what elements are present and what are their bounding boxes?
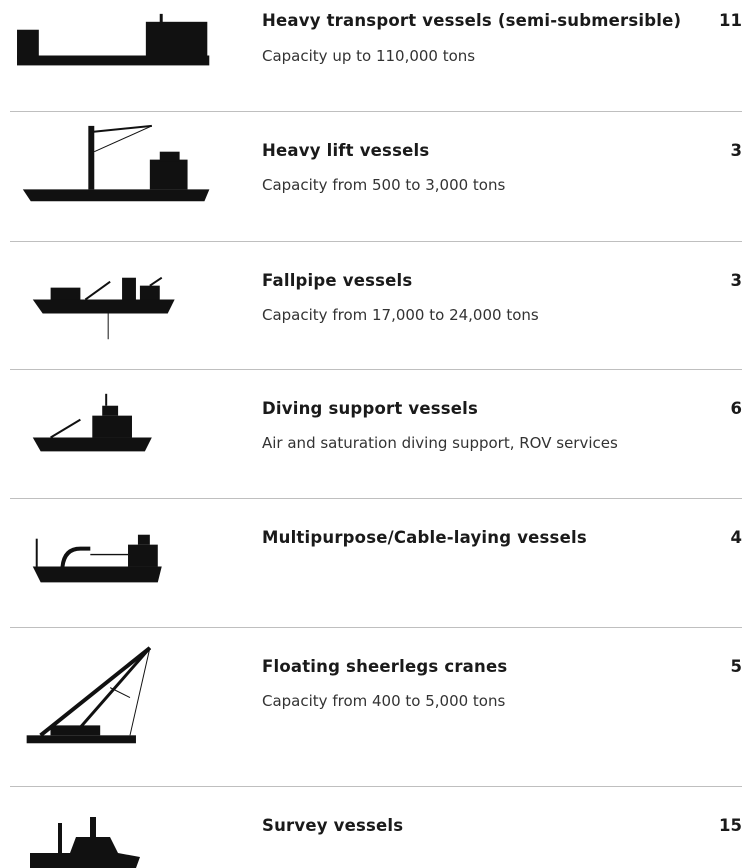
vessel-row: Fallpipe vessels 3 Capacity from 17,000 … — [10, 242, 742, 370]
vessel-count: 5 — [730, 657, 742, 676]
vessel-count: 4 — [730, 528, 742, 547]
ship-icon — [22, 124, 210, 202]
vessel-title: Floating sheerlegs cranes — [262, 657, 508, 676]
ship-icon — [17, 13, 210, 66]
vessel-row: Diving support vessels 6 Air and saturat… — [10, 370, 742, 499]
vessel-title: Fallpipe vessels — [262, 271, 413, 290]
vessel-title: Heavy lift vessels — [262, 141, 430, 160]
vessel-title: Multipurpose/Cable-laying vessels — [262, 528, 587, 547]
vessel-title: Diving support vessels — [262, 399, 479, 418]
vessel-description: Air and saturation diving support, ROV s… — [262, 434, 618, 452]
vessel-count: 6 — [730, 399, 742, 418]
vessel-row: Multipurpose/Cable-laying vessels 4 — [10, 499, 742, 628]
vessel-description: Capacity from 400 to 5,000 tons — [262, 692, 506, 710]
vessel-count: 3 — [730, 271, 742, 290]
vessel-count: 15 — [719, 816, 742, 835]
ship-icon — [26, 646, 152, 744]
vessel-description: Capacity from 17,000 to 24,000 tons — [262, 306, 539, 324]
vessel-count: 11 — [719, 11, 742, 30]
vessel-description: Capacity up to 110,000 tons — [262, 47, 476, 65]
vessel-row: Survey vessels 15 — [10, 787, 742, 868]
vessel-title: Heavy transport vessels (semi-submersibl… — [262, 11, 682, 30]
vessel-row: Floating sheerlegs cranes 5 Capacity fro… — [10, 628, 742, 787]
ship-icon — [32, 393, 152, 452]
vessel-description: Capacity from 500 to 3,000 tons — [262, 176, 506, 194]
vessel-count: 3 — [730, 141, 742, 160]
ship-icon — [30, 817, 140, 868]
ship-icon — [32, 534, 162, 583]
vessel-title: Survey vessels — [262, 816, 404, 835]
ship-icon — [32, 276, 175, 340]
vessel-row: Heavy lift vessels 3 Capacity from 500 t… — [10, 112, 742, 242]
vessel-row: Heavy transport vessels (semi-submersibl… — [10, 0, 742, 112]
